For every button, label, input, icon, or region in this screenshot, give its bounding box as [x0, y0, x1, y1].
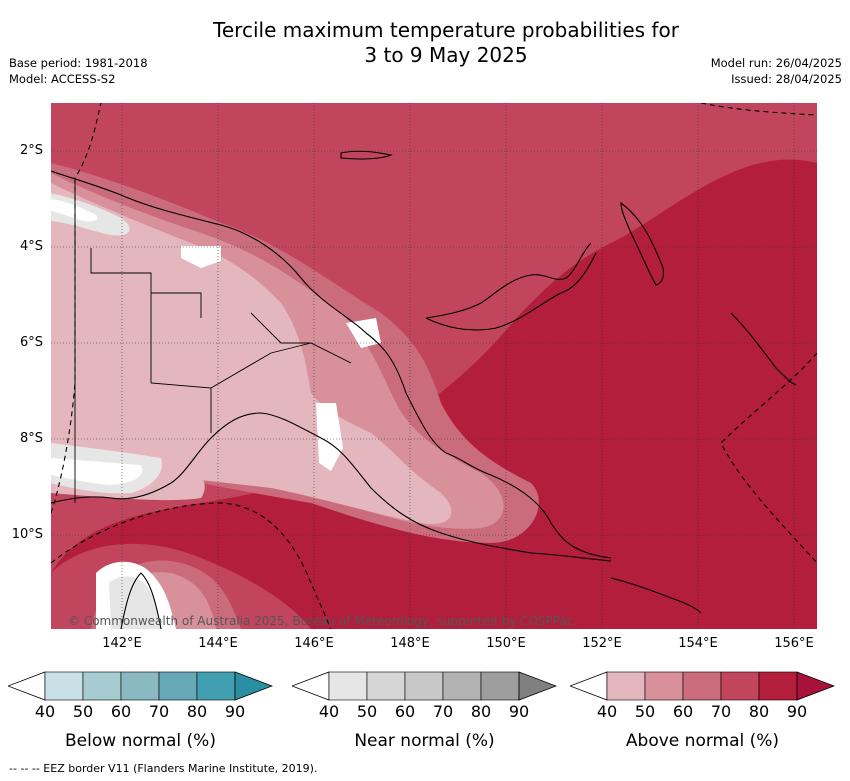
lon-label-146e: 146°E: [294, 636, 334, 651]
colorbar-above-swatch-max: [796, 671, 835, 701]
lat-label-6s: 6°S: [19, 335, 43, 350]
gridlines: [51, 103, 817, 629]
tick-above-80: 80: [748, 702, 770, 721]
issued-date: Issued: 28/04/2025: [731, 72, 842, 86]
tick-below-50: 50: [72, 702, 94, 721]
tick-above-40: 40: [596, 702, 618, 721]
copyright-notice: © Commonwealth of Australia 2025, Bureau…: [68, 614, 574, 628]
colorbar-near-swatch-60: [366, 671, 406, 701]
tick-near-50: 50: [356, 702, 378, 721]
colorbar-below-swatch-90: [196, 671, 236, 701]
tick-above-70: 70: [710, 702, 732, 721]
colorbar-above-swatch-90: [758, 671, 798, 701]
colorbar-below-swatch-60: [82, 671, 122, 701]
tick-below-80: 80: [186, 702, 208, 721]
tick-near-80: 80: [470, 702, 492, 721]
meta-left: Base period: 1981-2018 Model: ACCESS-S2: [9, 55, 148, 87]
lon-label-152e: 152°E: [582, 636, 622, 651]
colorbar-near-swatch-max: [518, 671, 557, 701]
colorbar-below-swatch-50: [44, 671, 84, 701]
lat-label-8s: 8°S: [19, 431, 43, 446]
lon-label-142e: 142°E: [102, 636, 142, 651]
tick-above-90: 90: [786, 702, 808, 721]
tick-below-70: 70: [148, 702, 170, 721]
base-period: Base period: 1981-2018: [9, 56, 148, 70]
ticks-near-normal: 40 50 60 70 80 90: [292, 702, 557, 722]
colorbar-above-swatch-70: [682, 671, 722, 701]
coastlines: [51, 150, 797, 629]
colorbar-above-normal: [570, 671, 835, 701]
patch-white-gulf: [316, 403, 343, 471]
lat-label-4s: 4°S: [19, 239, 43, 254]
legend-title-below-normal: Below normal (%): [65, 731, 216, 751]
lon-label-144e: 144°E: [198, 636, 238, 651]
colorbar-near-swatch-70: [404, 671, 444, 701]
colorbar-near-normal: [292, 671, 557, 701]
tick-near-60: 60: [394, 702, 416, 721]
ticks-above-normal: 40 50 60 70 80 90: [570, 702, 835, 722]
colorbar-near-swatch-80: [442, 671, 482, 701]
colorbar-below-normal: [8, 671, 273, 701]
legend-below-normal: 40 50 60 70 80 90: [8, 670, 273, 722]
legend-near-normal: 40 50 60 70 80 90: [292, 670, 557, 722]
tick-below-60: 60: [110, 702, 132, 721]
eez-footnote: -- -- -- EEZ border V11 (Flanders Marine…: [9, 762, 318, 775]
eez-borders: [51, 103, 817, 629]
legend-above-normal: 40 50 60 70 80 90: [570, 670, 835, 722]
colorbar-below-swatch-max: [234, 671, 273, 701]
patch-white-nw: [51, 199, 98, 222]
meta-right: Model run: 26/04/2025 Issued: 28/04/2025: [711, 55, 842, 87]
lon-label-154e: 154°E: [678, 636, 718, 651]
tick-above-60: 60: [672, 702, 694, 721]
lon-label-150e: 150°E: [486, 636, 526, 651]
lon-label-148e: 148°E: [390, 636, 430, 651]
legend-title-above-normal: Above normal (%): [625, 731, 780, 751]
map-panel: [51, 103, 817, 629]
colorbar-above-swatch-50: [606, 671, 646, 701]
colorbar-above-swatch-60: [644, 671, 684, 701]
colorbar-above-swatch-min: [570, 671, 608, 701]
patch-white-north: [181, 246, 221, 268]
colorbar-above-swatch-80: [720, 671, 760, 701]
patch-white-center: [346, 318, 381, 348]
colorbar-near-swatch-min: [292, 671, 330, 701]
model-name: Model: ACCESS-S2: [9, 72, 116, 86]
model-run: Model run: 26/04/2025: [710, 56, 842, 70]
lon-label-156e: 156°E: [774, 636, 814, 651]
tick-above-50: 50: [634, 702, 656, 721]
tick-below-90: 90: [224, 702, 246, 721]
colorbar-near-swatch-90: [480, 671, 520, 701]
patch-white-sw: [51, 458, 143, 485]
colorbar-near-swatch-50: [328, 671, 368, 701]
colorbar-below-swatch-80: [158, 671, 198, 701]
map-title-line2: 3 to 9 May 2025: [364, 43, 528, 67]
map-title: Tercile maximum temperature probabilitie…: [0, 18, 850, 68]
colorbar-below-swatch-70: [120, 671, 160, 701]
ticks-below-normal: 40 50 60 70 80 90: [8, 702, 273, 722]
tick-near-70: 70: [432, 702, 454, 721]
lat-label-10s: 10°S: [11, 527, 43, 542]
map-title-line1: Tercile maximum temperature probabilitie…: [213, 18, 679, 42]
legend-title-near-normal: Near normal (%): [354, 731, 495, 751]
lat-label-2s: 2°S: [19, 143, 43, 158]
probability-map: [51, 103, 817, 629]
tick-below-40: 40: [34, 702, 56, 721]
colorbar-below-swatch-min: [8, 671, 46, 701]
tick-near-90: 90: [508, 702, 530, 721]
tick-near-40: 40: [318, 702, 340, 721]
